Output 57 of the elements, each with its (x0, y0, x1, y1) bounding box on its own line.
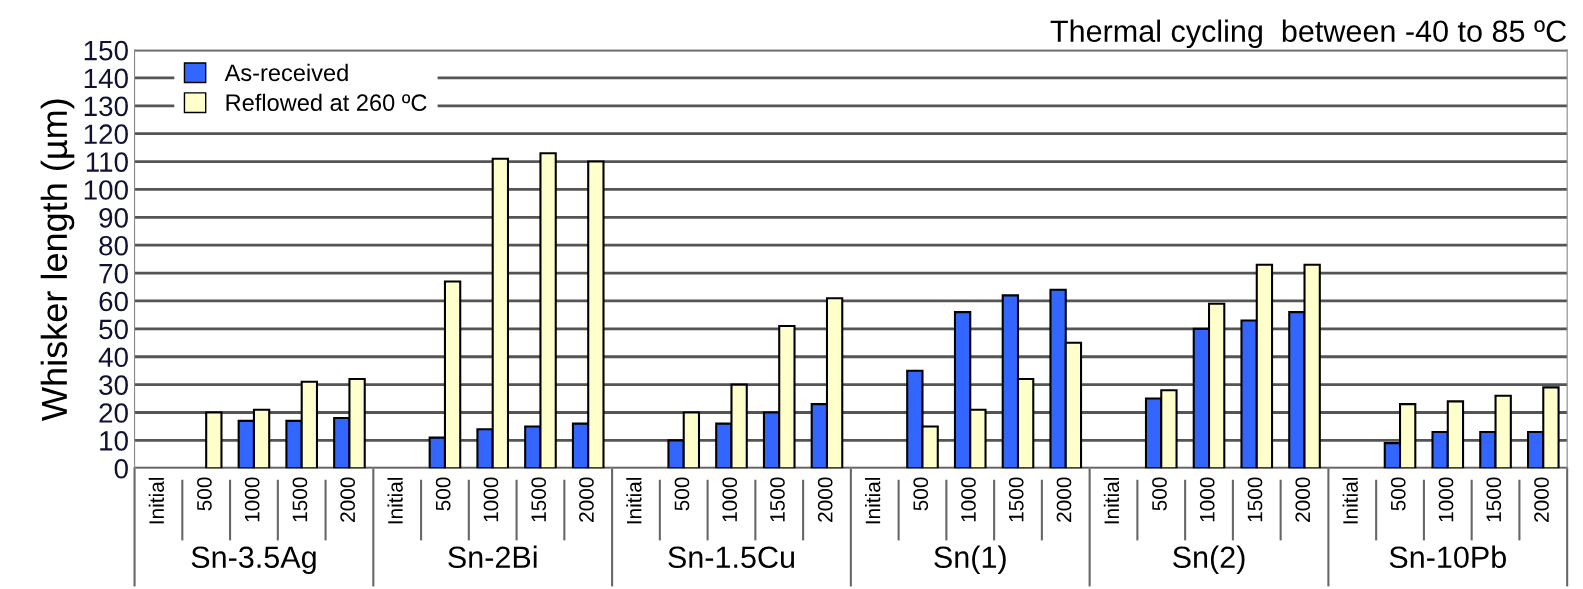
y-tick-label: 10 (100, 431, 128, 451)
x-tick-label: 1000 (483, 477, 499, 522)
x-tick-label: 1000 (1438, 477, 1454, 522)
x-tick-label: 2000 (340, 477, 356, 522)
x-tick-label: Initial (865, 477, 881, 524)
y-tick-label: 140 (84, 68, 128, 89)
x-tick-label: 1500 (1486, 477, 1502, 522)
bar (205, 411, 223, 469)
x-tick-label: Initial (626, 477, 642, 524)
x-tick-label: 2000 (1534, 477, 1549, 522)
x-tick-label: 1500 (770, 477, 785, 522)
text: Sn-3.5Ag (191, 546, 316, 575)
x-tick-label: 2000 (1295, 477, 1311, 522)
x-tick-label: Initial (148, 477, 165, 524)
legend-label: As-received (224, 63, 348, 82)
y-tick-label: 150 (84, 40, 128, 61)
y-tick-label: 100 (84, 180, 128, 200)
x-tick-label: Initial (387, 477, 403, 524)
x-tick-label: 1500 (531, 477, 547, 522)
x-tick-label: 2000 (1056, 477, 1072, 522)
x-tick-label: 2000 (579, 477, 594, 522)
text: Sn-2Bi (448, 545, 537, 569)
x-tick-label: 1500 (1008, 477, 1024, 522)
y-tick-label: 60 (99, 291, 128, 312)
x-tick-label: 500 (674, 477, 690, 511)
y-axis-title: Whisker length (µm) (40, 99, 75, 421)
y-tick-label: 120 (84, 124, 128, 145)
x-tick-label: 500 (197, 477, 212, 511)
y-tick-label: 90 (99, 208, 128, 228)
x-tick-label: 500 (435, 477, 451, 511)
x-tick-label: 1500 (292, 477, 308, 522)
x-tick-label: 1000 (961, 477, 976, 522)
y-tick-label: 0 (114, 458, 128, 479)
y-tick-label: 40 (98, 347, 128, 368)
text: Sn(2) (1173, 545, 1245, 575)
text: Sn(1) (934, 545, 1006, 575)
y-tick-label: 50 (99, 319, 128, 340)
legend-label: Reflowed at 260 ºC (226, 93, 427, 112)
y-tick-label: 20 (99, 403, 128, 423)
y-tick-label: 30 (99, 375, 128, 395)
x-tick-label: 1000 (1199, 477, 1215, 522)
x-tick-label: 1000 (244, 477, 260, 522)
x-tick-label: Initial (1103, 477, 1120, 524)
x-tick-label: 500 (1152, 477, 1167, 511)
y-tick-label: 80 (99, 235, 128, 256)
text: Sn-1.5Cu (668, 546, 794, 569)
chart-title: Thermal cycling between -40 to 85 ºC (1050, 19, 1567, 49)
y-tick-label: 110 (86, 152, 128, 172)
text: Sn-10Pb (1389, 545, 1506, 569)
x-tick-label: 2000 (817, 477, 833, 522)
x-tick-label: 500 (1390, 477, 1406, 511)
y-tick-label: 130 (84, 96, 128, 117)
y-tick-label: 70 (99, 263, 128, 284)
x-tick-label: 1500 (1247, 477, 1263, 522)
x-tick-label: 500 (913, 477, 929, 511)
x-tick-label: 1000 (722, 477, 738, 522)
x-tick-label: Initial (1342, 477, 1358, 524)
